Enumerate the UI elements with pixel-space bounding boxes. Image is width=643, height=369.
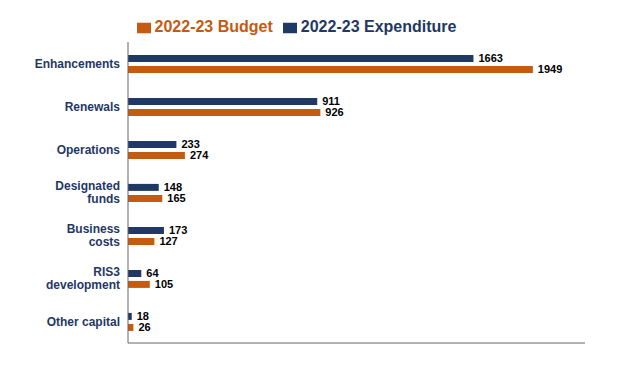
svg-text:Other capital: Other capital	[47, 315, 120, 329]
svg-text:165: 165	[167, 192, 185, 204]
svg-text:173: 173	[168, 224, 188, 237]
svg-text:Operations: Operations	[57, 143, 121, 157]
html-text:2022-23 Budget: 2022-23 Budget	[154, 18, 273, 35]
svg-text:148: 148	[163, 181, 183, 194]
svg-text:Businesscosts: Businesscosts	[67, 222, 121, 249]
svg-text:1949: 1949	[538, 63, 562, 75]
svg-text:Enhancements: Enhancements	[35, 57, 121, 71]
svg-text:233: 233	[181, 138, 200, 151]
svg-text:RIS3development: RIS3development	[46, 265, 120, 292]
svg-text:105: 105	[155, 278, 173, 290]
html-text:2022-23 Expenditure: 2022-23 Expenditure	[300, 18, 457, 35]
svg-text:18: 18	[136, 310, 149, 323]
svg-text:26: 26	[138, 321, 150, 333]
svg-text:Designatedfunds: Designatedfunds	[55, 179, 120, 206]
svg-text:64: 64	[146, 267, 159, 280]
svg-text:274: 274	[190, 149, 209, 161]
svg-text:926: 926	[325, 106, 343, 118]
svg-text:911: 911	[322, 95, 340, 108]
svg-text:127: 127	[159, 235, 177, 247]
svg-text:Renewals: Renewals	[65, 100, 121, 114]
svg-text:1663: 1663	[478, 52, 502, 64]
